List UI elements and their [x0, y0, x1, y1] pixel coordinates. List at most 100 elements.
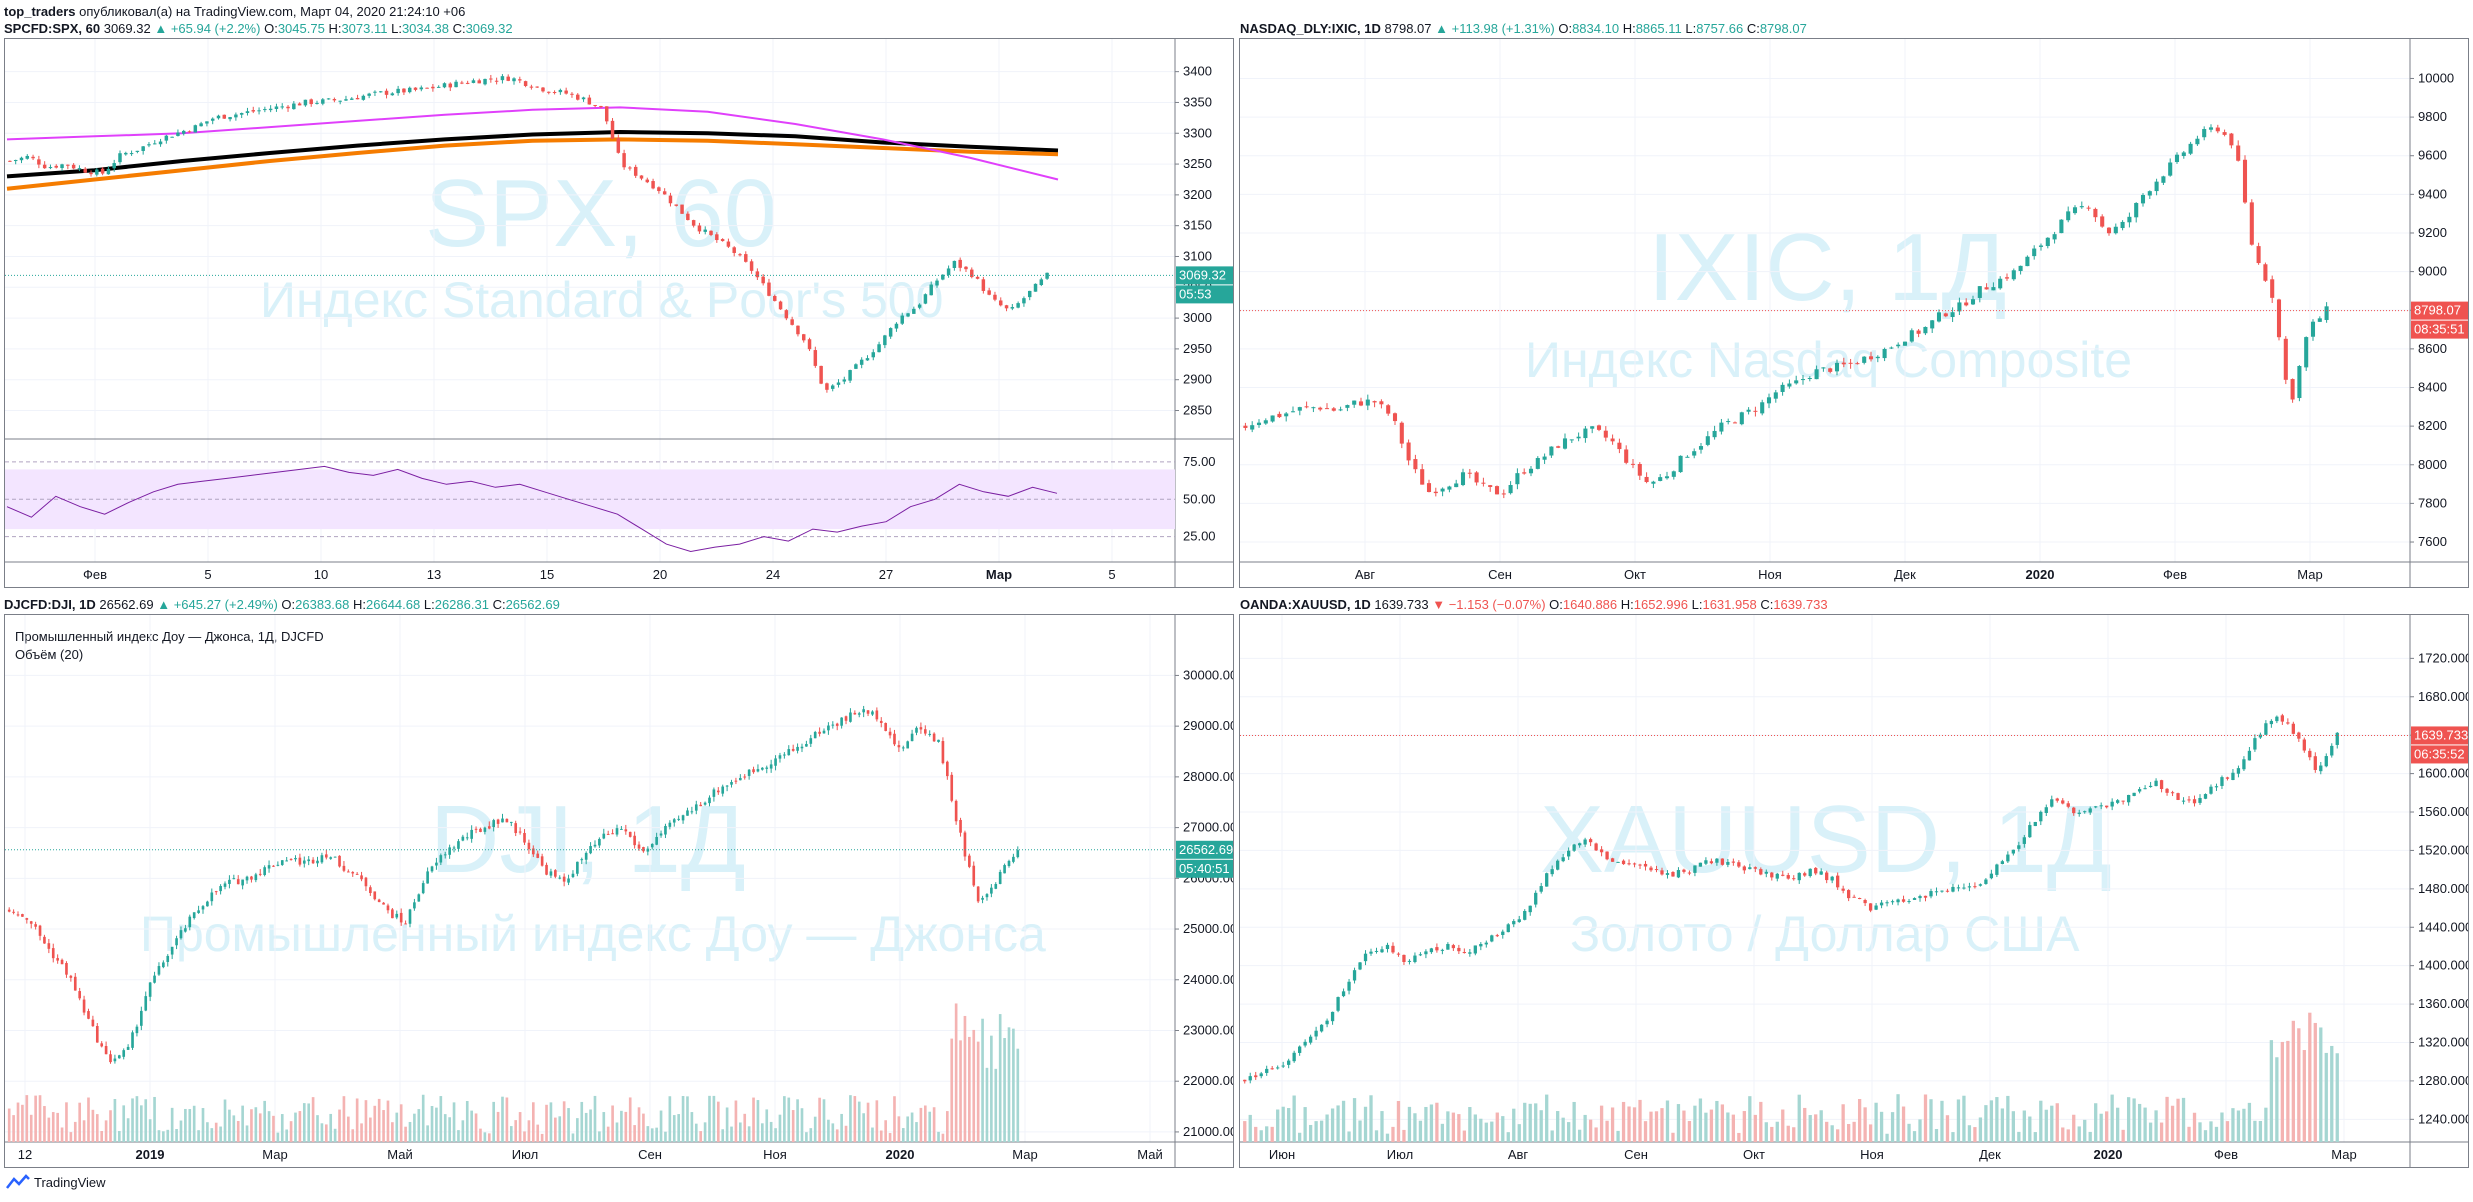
volume-bar: [531, 1102, 535, 1142]
candle-body: [439, 855, 443, 863]
dji-chart-svg[interactable]: 12 2019 Мар Май Июл Сен Ноя 2020 Мар Май 30000.00 2…: [5, 615, 1233, 1167]
candle-body: [1879, 902, 1884, 906]
candle-body: [1875, 356, 1880, 359]
candle-body: [518, 79, 522, 81]
volume-bar: [1616, 1130, 1620, 1142]
candle-body: [144, 996, 148, 1011]
author-name[interactable]: top_traders: [4, 4, 76, 19]
candle-body: [1027, 290, 1032, 298]
volume-bar: [2132, 1098, 2136, 1142]
candle-body: [321, 99, 325, 104]
candle-body: [2214, 786, 2219, 788]
candle-body: [404, 923, 407, 925]
volume-bar: [637, 1107, 641, 1142]
x-tick-label: 2019: [136, 1147, 165, 1162]
candle-body: [1399, 422, 1404, 444]
volume-bar: [615, 1122, 619, 1142]
y-tick-label: 23000.00: [1183, 1022, 1233, 1037]
candle-body: [37, 159, 41, 165]
close-value: 1639.733: [1773, 597, 1828, 612]
volume-bar: [78, 1102, 81, 1142]
volume-bar: [730, 1126, 733, 1142]
y-tick-label: 9200: [2418, 225, 2447, 240]
candle-body: [2302, 739, 2306, 751]
candle-body: [1447, 486, 1452, 490]
volume-bar: [311, 1097, 315, 1142]
candle-body: [66, 164, 70, 166]
ixic-chart-panel[interactable]: IXIC, 1Д Индекс Nasdaq Composite Авг Сен О…: [1239, 38, 2469, 588]
footer-brand[interactable]: TradingView: [6, 1174, 106, 1190]
candle-body: [1693, 865, 1697, 873]
candle-body: [749, 261, 754, 271]
change-label: ▼ −1.153 (−0.07%): [1432, 597, 1546, 612]
candle-body: [2236, 145, 2241, 161]
volume-bar: [923, 1105, 927, 1142]
candle-body: [1347, 981, 1351, 991]
volume-bar: [1896, 1094, 1900, 1142]
countdown-tag: [1176, 859, 1233, 878]
candle-body: [1644, 476, 1649, 483]
candle-body: [2018, 265, 2023, 272]
candle-body: [382, 902, 385, 905]
volume-bar: [355, 1098, 359, 1142]
volume-bar: [862, 1113, 865, 1142]
ixic-chart-svg[interactable]: Авг Сен Окт Ноя Дек 2020 Фев Мар 10000 9800 9600 94…: [1240, 39, 2468, 587]
candle-body: [1440, 488, 1445, 492]
volume-bar: [307, 1103, 311, 1142]
xau-chart-panel[interactable]: XAUUSD, 1Д Золото / Доллар США Июн Июл Авг…: [1239, 614, 2469, 1168]
candle-body: [364, 877, 368, 887]
candle-body: [1834, 362, 1840, 372]
volume-bar: [2242, 1108, 2246, 1142]
volume-bar: [545, 1104, 548, 1142]
candle-body: [89, 172, 93, 175]
volume-bar: [395, 1112, 399, 1142]
candle-body: [531, 848, 535, 855]
candle-body: [506, 76, 510, 81]
candle-body: [2132, 792, 2136, 796]
candle-body: [1685, 456, 1690, 458]
candle-body: [396, 88, 400, 94]
volume-bar: [2039, 1100, 2043, 1142]
volume-bar: [946, 1111, 949, 1142]
volume-study-label[interactable]: Объём (20): [15, 647, 84, 662]
volume-bar: [1265, 1126, 1269, 1142]
volume-bar: [25, 1095, 29, 1142]
candle-body: [153, 143, 157, 145]
dji-chart-panel[interactable]: DJI, 1Д Промышленный индекс Доу — Джонса…: [4, 614, 1234, 1168]
candle-body: [1643, 863, 1648, 867]
candle-body: [210, 892, 214, 902]
volume-bar: [289, 1121, 293, 1142]
x-tick-label: Май: [387, 1147, 412, 1162]
y-tick-label: 1680.000: [2418, 689, 2468, 704]
candle-body: [1792, 878, 1796, 880]
rsi-line: [6, 465, 1058, 553]
candle-body: [7, 909, 11, 912]
candle-body: [963, 832, 967, 857]
xau-chart-svg[interactable]: Июн Июл Авг Сен Окт Ноя Дек 2020 Фев Мар 1720.000 1…: [1240, 615, 2468, 1167]
volume-bar: [1276, 1109, 1280, 1142]
volume-bar: [1665, 1100, 1670, 1142]
volume-bar: [606, 1126, 610, 1142]
candle-body: [1374, 950, 1379, 952]
spx-chart-svg[interactable]: Фев 5 10 13 15 20 24 27 Мар 5 3400 3350 3300 3250 3200…: [5, 39, 1233, 587]
volume-bar: [1016, 1048, 1020, 1142]
candle-body: [69, 975, 73, 978]
volume-bar: [620, 1110, 623, 1142]
volume-bar: [170, 1107, 174, 1142]
candle-body: [2192, 799, 2197, 804]
volume-bar: [1479, 1118, 1483, 1142]
candle-body: [871, 711, 874, 715]
candle-body: [558, 877, 562, 879]
candle-body: [1391, 945, 1395, 953]
candle-body: [214, 891, 218, 893]
candle-body: [21, 914, 24, 917]
candle-body: [140, 1010, 143, 1026]
candle-body: [1508, 485, 1513, 494]
spx-chart-panel[interactable]: SPX, 60 Индекс Standard & Poor's 500 Фев…: [4, 38, 1234, 588]
volume-bar: [2116, 1107, 2120, 1142]
candle-body: [1363, 953, 1368, 962]
volume-bar: [787, 1097, 791, 1142]
candle-body: [1413, 955, 1417, 963]
candle-body: [1819, 871, 1823, 875]
volume-bar: [267, 1111, 271, 1142]
